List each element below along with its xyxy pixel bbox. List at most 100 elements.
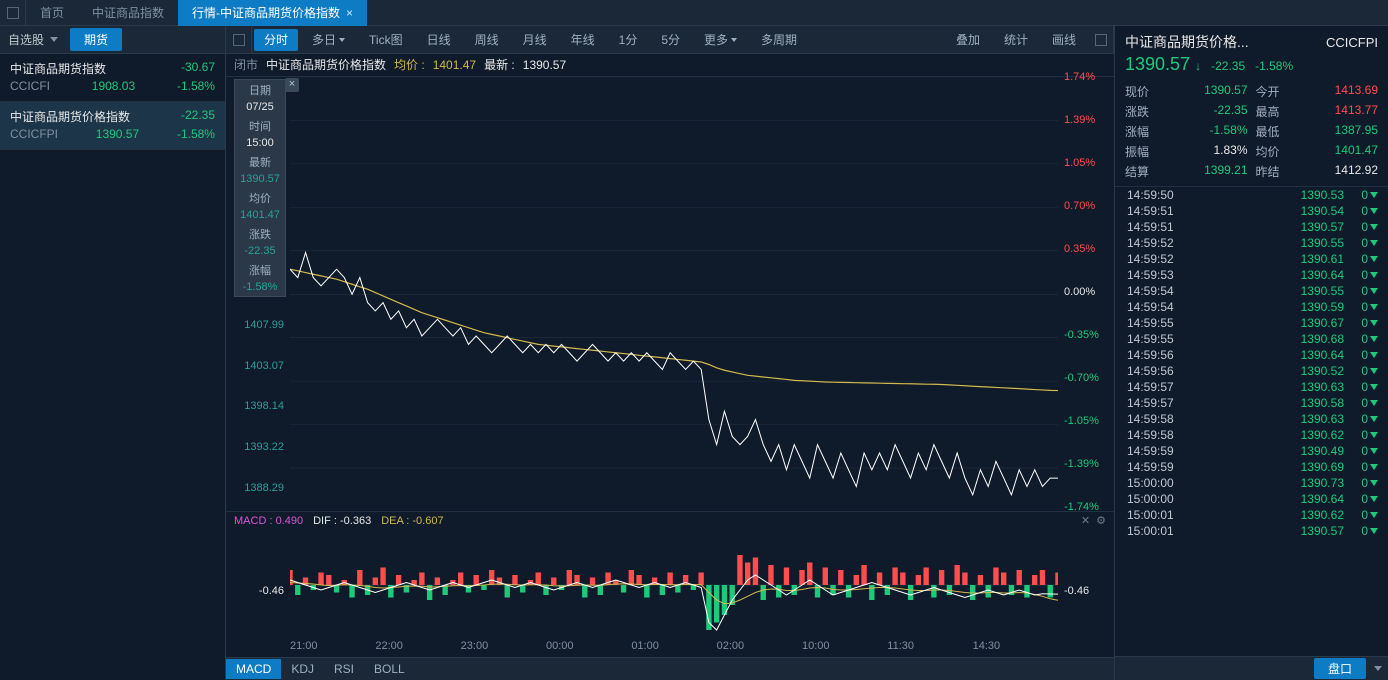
- avg-value: 1401.47: [433, 58, 476, 72]
- tick-row: 14:59:551390.67 0: [1115, 315, 1388, 331]
- tick-row: 14:59:511390.57 0: [1115, 219, 1388, 235]
- top-tab[interactable]: 中证商品指数: [78, 0, 178, 26]
- tick-row: 14:59:571390.63 0: [1115, 379, 1388, 395]
- arrow-down-icon: [1370, 416, 1378, 422]
- timeframe-tab[interactable]: 日线: [417, 29, 461, 51]
- arrow-down-icon: [1370, 240, 1378, 246]
- chart-tooltip: × 日期07/25时间15:00最新1390.57均价1401.47涨跌-22.…: [234, 79, 286, 297]
- top-tab[interactable]: 首页: [26, 0, 78, 26]
- arrow-down-icon: [1370, 320, 1378, 326]
- arrow-down-icon: [1370, 272, 1378, 278]
- macd-chart[interactable]: -0.46 -0.46: [226, 530, 1114, 640]
- latest-value: 1390.57: [523, 58, 566, 72]
- tick-row: 14:59:561390.52 0: [1115, 363, 1388, 379]
- tick-row: 14:59:521390.61 0: [1115, 251, 1388, 267]
- quote-price: 1390.57 ↓: [1125, 54, 1201, 75]
- arrow-down-icon: [1370, 384, 1378, 390]
- watchlist-selector-label: 自选股: [8, 31, 44, 48]
- indicator-tab-rsi[interactable]: RSI: [324, 659, 364, 679]
- watchlist-item[interactable]: 中证商品期货价格指数-22.35 CCICFPI1390.57-1.58%: [0, 102, 225, 150]
- tick-row: 15:00:011390.57 0: [1115, 523, 1388, 539]
- tick-row: 14:59:511390.54 0: [1115, 203, 1388, 219]
- toggle-right-panel-icon[interactable]: [1088, 26, 1114, 54]
- chevron-down-icon: [50, 37, 58, 42]
- tick-row: 14:59:551390.68 0: [1115, 331, 1388, 347]
- arrow-down-icon: [1370, 512, 1378, 518]
- timeframe-tab[interactable]: 1分: [609, 29, 648, 51]
- close-icon[interactable]: ×: [346, 6, 353, 20]
- watchlist-selector[interactable]: 自选股: [0, 26, 66, 54]
- order-book-button[interactable]: 盘口: [1314, 658, 1366, 679]
- tick-row: 14:59:561390.64 0: [1115, 347, 1388, 363]
- macd-chart-svg: [290, 530, 1058, 640]
- quote-name: 中证商品期货价格...: [1125, 32, 1249, 52]
- timeframe-tab[interactable]: 分时: [254, 29, 298, 51]
- quote-code: CCICFPI: [1326, 35, 1378, 50]
- tick-row: 14:59:591390.69 0: [1115, 459, 1388, 475]
- price-chart-svg: [290, 77, 1058, 512]
- indicator-tab-boll[interactable]: BOLL: [364, 659, 415, 679]
- timeframe-tab[interactable]: 5分: [651, 29, 690, 51]
- gear-icon[interactable]: ⚙: [1096, 514, 1106, 527]
- indicator-bar: MACDKDJRSIBOLL: [226, 657, 1114, 680]
- arrow-down-icon: [1370, 192, 1378, 198]
- close-icon[interactable]: ✕: [1081, 514, 1090, 527]
- time-axis: 21:0022:0023:0000:0001:0002:0010:0011:30…: [226, 640, 1114, 657]
- chart-tool-叠加[interactable]: 叠加: [946, 29, 990, 51]
- tick-row: 15:00:011390.62 0: [1115, 507, 1388, 523]
- quote-change: -22.35: [1211, 59, 1245, 73]
- timeframe-tab[interactable]: 多日: [302, 29, 355, 51]
- chart-panel: 分时多日Tick图日线周线月线年线1分5分更多多周期 叠加统计画线 闭市 中证商…: [226, 26, 1114, 680]
- arrow-down-icon: [1370, 432, 1378, 438]
- arrow-down-icon: [1370, 448, 1378, 454]
- timeframe-tab[interactable]: 年线: [561, 29, 605, 51]
- arrow-down-icon: [1370, 256, 1378, 262]
- tick-row: 14:59:541390.59 0: [1115, 299, 1388, 315]
- timeframe-tab[interactable]: 周线: [465, 29, 509, 51]
- close-icon[interactable]: ×: [285, 78, 299, 92]
- tick-row: 14:59:581390.62 0: [1115, 427, 1388, 443]
- tick-row: 14:59:571390.58 0: [1115, 395, 1388, 411]
- timeframe-tab[interactable]: 多周期: [751, 29, 807, 51]
- indicator-tab-macd[interactable]: MACD: [226, 659, 281, 679]
- top-tab[interactable]: 行情-中证商品期货价格指数×: [178, 0, 367, 26]
- chart-tool-画线[interactable]: 画线: [1042, 29, 1086, 51]
- chart-info-bar: 闭市 中证商品期货价格指数 均价 : 1401.47 最新 : 1390.57: [226, 54, 1114, 77]
- market-status: 闭市: [234, 56, 258, 73]
- timeframe-tab[interactable]: Tick图: [359, 29, 413, 51]
- price-chart[interactable]: × 日期07/25时间15:00最新1390.57均价1401.47涨跌-22.…: [226, 77, 1114, 512]
- tick-row: 15:00:001390.73 0: [1115, 475, 1388, 491]
- toggle-left-panel-icon[interactable]: [226, 26, 252, 54]
- quote-panel: 中证商品期货价格... CCICFPI 1390.57 ↓ -22.35 -1.…: [1114, 26, 1388, 680]
- watchlist-item[interactable]: 中证商品期货指数-30.67 CCICFI1908.03-1.58%: [0, 54, 225, 102]
- tick-list[interactable]: 14:59:501390.53 0 14:59:511390.54 0 14:5…: [1115, 187, 1388, 656]
- arrow-down-icon: [1370, 528, 1378, 534]
- app-menu-icon[interactable]: [0, 0, 26, 26]
- arrow-down-icon: [1370, 496, 1378, 502]
- timeframe-tab[interactable]: 月线: [513, 29, 557, 51]
- timeframe-bar: 分时多日Tick图日线周线月线年线1分5分更多多周期 叠加统计画线: [226, 26, 1114, 54]
- arrow-down-icon: [1370, 288, 1378, 294]
- chevron-down-icon[interactable]: [1374, 666, 1382, 671]
- watchlist-panel: 自选股 期货 中证商品期货指数-30.67 CCICFI1908.03-1.58…: [0, 26, 226, 680]
- tick-row: 14:59:581390.63 0: [1115, 411, 1388, 427]
- tick-row: 14:59:541390.55 0: [1115, 283, 1388, 299]
- arrow-down-icon: [1370, 400, 1378, 406]
- arrow-down-icon: [1370, 208, 1378, 214]
- timeframe-tab[interactable]: 更多: [694, 29, 747, 51]
- macd-header: MACD : 0.490 DIF : -0.363 DEA : -0.607 ✕…: [226, 511, 1114, 530]
- tick-row: 14:59:521390.55 0: [1115, 235, 1388, 251]
- futures-button[interactable]: 期货: [70, 28, 122, 51]
- chart-tool-统计[interactable]: 统计: [994, 29, 1038, 51]
- arrow-down-icon: [1370, 224, 1378, 230]
- arrow-down-icon: [1370, 304, 1378, 310]
- avg-label: 均价 :: [394, 56, 425, 73]
- tick-row: 14:59:531390.64 0: [1115, 267, 1388, 283]
- top-tab-bar: 首页中证商品指数行情-中证商品期货价格指数×: [0, 0, 1388, 26]
- arrow-down-icon: [1370, 336, 1378, 342]
- indicator-tab-kdj[interactable]: KDJ: [281, 659, 324, 679]
- arrow-down-icon: [1370, 352, 1378, 358]
- arrow-down-icon: [1370, 480, 1378, 486]
- tick-row: 14:59:591390.49 0: [1115, 443, 1388, 459]
- latest-label: 最新 :: [484, 56, 515, 73]
